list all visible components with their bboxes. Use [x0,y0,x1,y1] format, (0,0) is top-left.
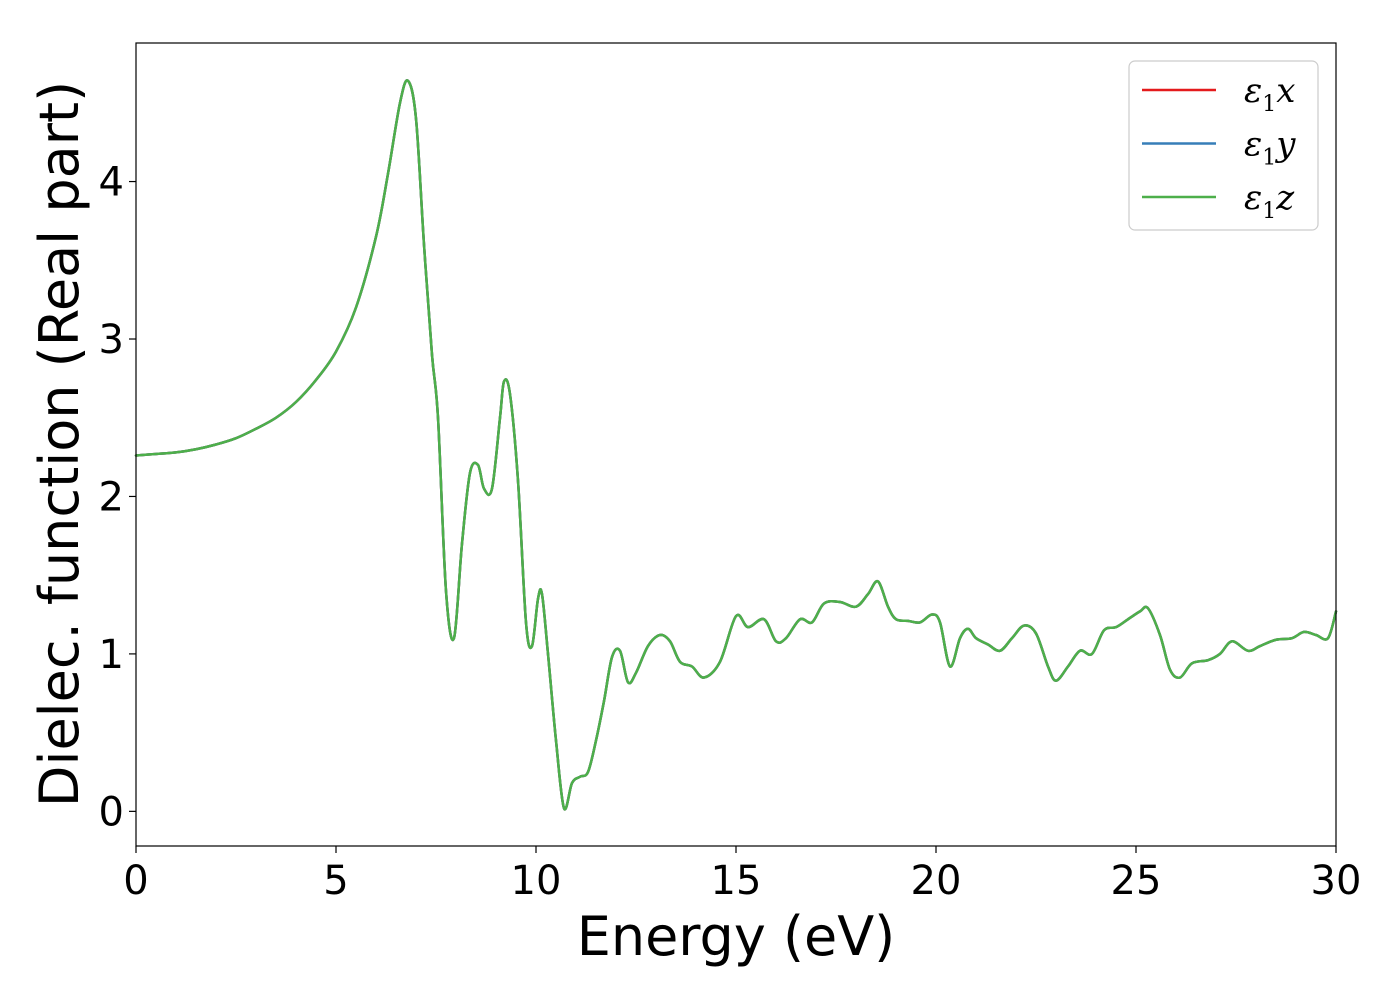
x-tick-label: 30 [1311,858,1362,904]
y-tick-label: 4 [99,160,124,206]
y-tick-label: 2 [99,474,124,520]
series-layer [134,79,1338,811]
y-tick-label: 0 [99,789,124,835]
series-line-z [134,79,1338,811]
legend-label-x: ε1x [1244,71,1295,117]
y-axis: 0 1 2 3 4 [99,160,136,835]
x-tick-label: 10 [511,858,562,904]
legend-label-z: ε1z [1244,178,1295,224]
x-tick-label: 15 [711,858,762,904]
y-tick-label: 1 [99,632,124,678]
x-axis-label: Energy (eV) [577,905,896,968]
legend: ε1x ε1y ε1z [1128,60,1319,231]
x-tick-label: 5 [323,858,348,904]
legend-box [1128,60,1319,231]
x-tick-label: 25 [1111,858,1162,904]
y-axis-label: Dielec. function (Real part) [28,81,91,807]
x-tick-label: 20 [911,858,962,904]
x-axis: 0 5 10 15 20 25 30 [123,846,1361,904]
legend-label-y: ε1y [1244,125,1296,171]
x-tick-label: 0 [123,858,148,904]
y-tick-label: 3 [99,317,124,363]
